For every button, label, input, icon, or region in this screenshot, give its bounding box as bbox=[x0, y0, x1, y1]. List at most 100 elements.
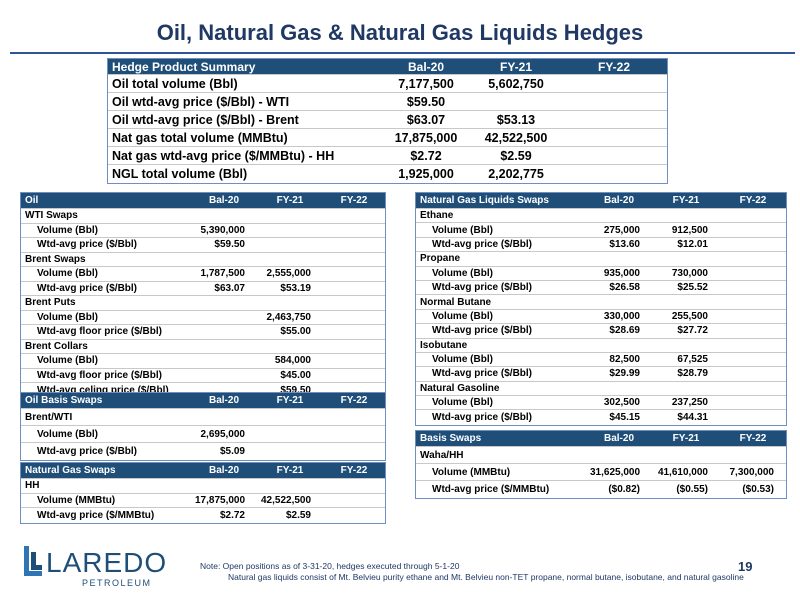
value-cell: $45.15 bbox=[609, 412, 640, 424]
value-cell: 17,875,000 bbox=[394, 130, 458, 145]
logo-subtext: PETROLEUM bbox=[82, 578, 152, 588]
data-row: Nat gas wtd-avg price ($/MMBtu) - HH $2.7… bbox=[108, 147, 667, 165]
row-label: Wtd-avg price ($/Bbl) bbox=[432, 282, 533, 294]
header-cell: Bal-20 bbox=[208, 395, 239, 406]
header-cell: FY-21 bbox=[499, 59, 532, 74]
group-label: Brent Collars bbox=[25, 340, 88, 352]
data-row: Wtd-avg price ($/MMBtu) $2.72 $2.59 bbox=[21, 508, 385, 523]
table: Oil Bal-20 FY-21 FY-22 WTI Swaps Volume (Bbl)… bbox=[20, 192, 386, 399]
value-cell: 7,177,500 bbox=[398, 76, 454, 91]
header-cell: Bal-20 bbox=[208, 465, 239, 476]
data-row: Wtd-avg floor price ($/Bbl) $45.00 bbox=[21, 369, 385, 383]
data-row: Wtd-avg price ($/Bbl) $59.50 bbox=[21, 238, 385, 253]
group-label: Natural Gasoline bbox=[420, 382, 500, 394]
group-row: HH bbox=[21, 479, 385, 494]
group-label: Normal Butane bbox=[420, 296, 492, 308]
table: Basis Swaps Bal-20 FY-21 FY-22 Waha/HH Volume… bbox=[415, 430, 787, 499]
value-cell: $63.07 bbox=[214, 282, 245, 294]
value-cell: $2.59 bbox=[285, 509, 311, 521]
group-row: Ethane bbox=[416, 209, 786, 224]
data-row: Volume (Bbl) 82,500 67,525 bbox=[416, 353, 786, 368]
group-label: Brent Puts bbox=[25, 297, 76, 309]
row-label: Nat gas wtd-avg price ($/MMBtu) - HH bbox=[112, 148, 335, 163]
value-cell: 935,000 bbox=[603, 267, 640, 279]
value-cell: $53.13 bbox=[496, 112, 536, 127]
data-row: Volume (Bbl) 330,000 255,500 bbox=[416, 310, 786, 325]
value-cell: 42,522,500 bbox=[261, 494, 312, 506]
group-row: Propane bbox=[416, 252, 786, 267]
header-row: Hedge Product Summary Bal-20 FY-21 FY-22 bbox=[108, 59, 667, 75]
group-row: Waha/HH bbox=[416, 447, 786, 464]
data-row: Wtd-avg price ($/Bbl) $5.09 bbox=[21, 443, 385, 460]
value-cell: 237,250 bbox=[671, 397, 708, 409]
value-cell: 2,463,750 bbox=[266, 311, 312, 323]
data-row: Volume (Bbl) 1,787,500 2,555,000 bbox=[21, 267, 385, 282]
value-cell: 255,500 bbox=[671, 310, 708, 322]
row-label: Wtd-avg price ($/Bbl) bbox=[37, 239, 138, 251]
logo-bar bbox=[31, 565, 42, 570]
value-cell: $2.72 bbox=[410, 148, 442, 163]
value-cell: $53.19 bbox=[280, 282, 311, 294]
header-cell: FY-21 bbox=[276, 465, 304, 476]
value-cell: 302,500 bbox=[603, 397, 640, 409]
row-label: Volume (MMBtu) bbox=[432, 466, 511, 478]
table: Hedge Product Summary Bal-20 FY-21 FY-22 Oil… bbox=[107, 58, 668, 184]
data-row: NGL total volume (Bbl) 1,925,000 2,202,775 bbox=[108, 165, 667, 183]
row-label: Volume (Bbl) bbox=[37, 355, 98, 367]
group-label: Propane bbox=[420, 253, 461, 265]
value-cell: ($0.53) bbox=[742, 484, 774, 495]
data-row: Oil wtd-avg price ($/Bbl) - WTI $59.50 bbox=[108, 93, 667, 111]
value-cell: $28.69 bbox=[609, 325, 640, 337]
data-row: Volume (Bbl) 302,500 237,250 bbox=[416, 396, 786, 411]
row-label: Nat gas total volume (MMBtu) bbox=[112, 130, 288, 145]
logo-bar bbox=[24, 571, 42, 576]
header-row: Oil Basis Swaps Bal-20 FY-21 FY-22 bbox=[21, 393, 385, 409]
group-row: Brent/WTI bbox=[21, 409, 385, 426]
row-label: Volume (Bbl) bbox=[37, 268, 98, 280]
value-cell: $2.72 bbox=[219, 509, 245, 521]
value-cell: $55.00 bbox=[280, 326, 311, 338]
data-row: Wtd-avg celing price ($/Bbl) $59.50 bbox=[21, 383, 385, 398]
group-row: Brent Swaps bbox=[21, 253, 385, 267]
value-cell: $2.59 bbox=[500, 148, 532, 163]
row-label: Volume (MMBtu) bbox=[37, 494, 116, 506]
value-cell: $45.00 bbox=[280, 369, 311, 381]
group-row: Isobutane bbox=[416, 339, 786, 353]
value-cell: 17,875,000 bbox=[195, 494, 246, 506]
header-cell: FY-21 bbox=[672, 433, 700, 444]
header-cell: FY-22 bbox=[597, 59, 630, 74]
group-row: Brent Collars bbox=[21, 340, 385, 354]
value-cell: $26.58 bbox=[609, 282, 640, 294]
header-cell: Bal-20 bbox=[603, 433, 634, 444]
row-label: Oil total volume (Bbl) bbox=[112, 76, 238, 91]
data-row: Volume (Bbl) 935,000 730,000 bbox=[416, 267, 786, 281]
header-cell: Basis Swaps bbox=[420, 433, 482, 444]
value-cell: $27.72 bbox=[677, 325, 708, 337]
row-label: Volume (Bbl) bbox=[37, 428, 98, 440]
row-label: Wtd-avg floor price ($/Bbl) bbox=[37, 369, 162, 381]
header-cell: FY-21 bbox=[276, 195, 304, 206]
row-label: Volume (Bbl) bbox=[432, 354, 493, 366]
row-label: Volume (Bbl) bbox=[432, 267, 493, 279]
value-cell: $28.79 bbox=[677, 368, 708, 380]
row-label: Wtd-avg price ($/Bbl) bbox=[432, 368, 533, 380]
data-row: Wtd-avg price ($/MMBtu) ($0.82) ($0.55) ($0… bbox=[416, 481, 786, 498]
header-cell: FY-21 bbox=[276, 395, 304, 406]
row-label: Volume (Bbl) bbox=[432, 310, 493, 322]
value-cell: $59.50 bbox=[214, 239, 245, 251]
value-cell: $59.50 bbox=[280, 384, 311, 396]
row-label: Volume (Bbl) bbox=[432, 397, 493, 409]
value-cell: $59.50 bbox=[406, 94, 446, 109]
value-cell: 1,787,500 bbox=[200, 268, 246, 280]
data-row: Volume (MMBtu) 31,625,000 41,610,000 7,300,… bbox=[416, 464, 786, 481]
data-row: Wtd-avg price ($/Bbl) $13.60 $12.01 bbox=[416, 238, 786, 253]
header-row: Basis Swaps Bal-20 FY-21 FY-22 bbox=[416, 431, 786, 447]
value-cell: 2,695,000 bbox=[200, 428, 246, 440]
header-cell: FY-22 bbox=[340, 465, 368, 476]
logo-bar bbox=[31, 552, 36, 570]
data-row: Wtd-avg price ($/Bbl) $26.58 $25.52 bbox=[416, 281, 786, 296]
row-label: Wtd-avg celing price ($/Bbl) bbox=[37, 384, 169, 396]
header-cell: FY-22 bbox=[340, 395, 368, 406]
row-label: Oil wtd-avg price ($/Bbl) - Brent bbox=[112, 112, 299, 127]
value-cell: 5,602,750 bbox=[488, 76, 544, 91]
